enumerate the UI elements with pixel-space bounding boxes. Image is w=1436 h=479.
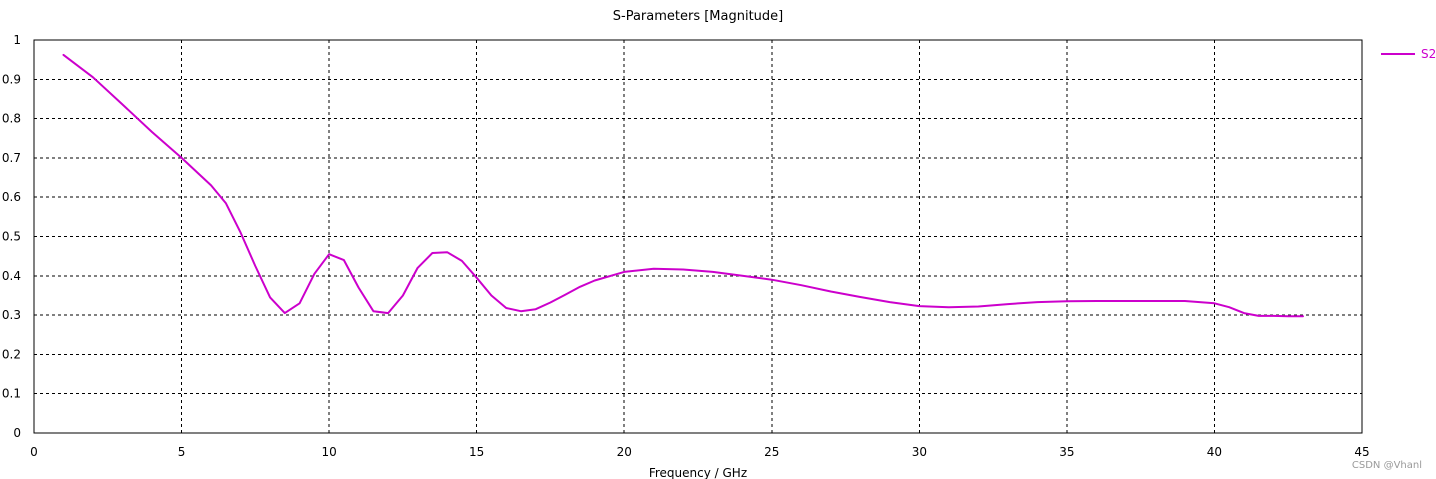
x-tick-label: 45 [1354,445,1369,459]
y-tick-label: 0.7 [2,151,21,165]
x-tick-label: 0 [30,445,38,459]
plot-frame [33,39,1363,434]
series-layer [62,53,1304,318]
y-tick-label: 0.3 [2,308,21,322]
ticks-layer: 0 5 10 15 20 25 30 35 40 45 0 0.1 0.2 0.3 0.4 0.5 0.6 0.7… [2,33,1370,459]
y-tick-label: 0.8 [2,112,21,126]
x-tick-label: 35 [1059,445,1074,459]
y-tick-label: 0.9 [2,72,21,86]
grid-layer [34,40,1362,433]
chart-title: S-Parameters [Magnitude] [613,9,784,24]
y-tick-label: 0.4 [2,269,21,283]
x-tick-label: 30 [912,445,927,459]
legend: S2 [1381,47,1436,61]
x-tick-label: 40 [1207,445,1222,459]
series-line-s2 [62,53,1304,318]
x-tick-label: 15 [469,445,484,459]
y-tick-label: 0 [13,426,21,440]
watermark: CSDN @Vhanl [1352,460,1422,471]
legend-label: S2 [1421,47,1436,61]
y-tick-label: 0.5 [2,230,21,244]
x-axis-label: Frequency / GHz [649,466,747,479]
y-tick-label: 0.1 [2,387,21,401]
x-tick-label: 25 [764,445,779,459]
y-tick-label: 0.6 [2,190,21,204]
x-tick-label: 10 [321,445,336,459]
axes-layer [33,39,1363,434]
y-tick-label: 1 [13,33,21,47]
x-tick-label: 20 [617,445,632,459]
x-tick-label: 5 [178,445,186,459]
y-tick-label: 0.2 [2,347,21,361]
